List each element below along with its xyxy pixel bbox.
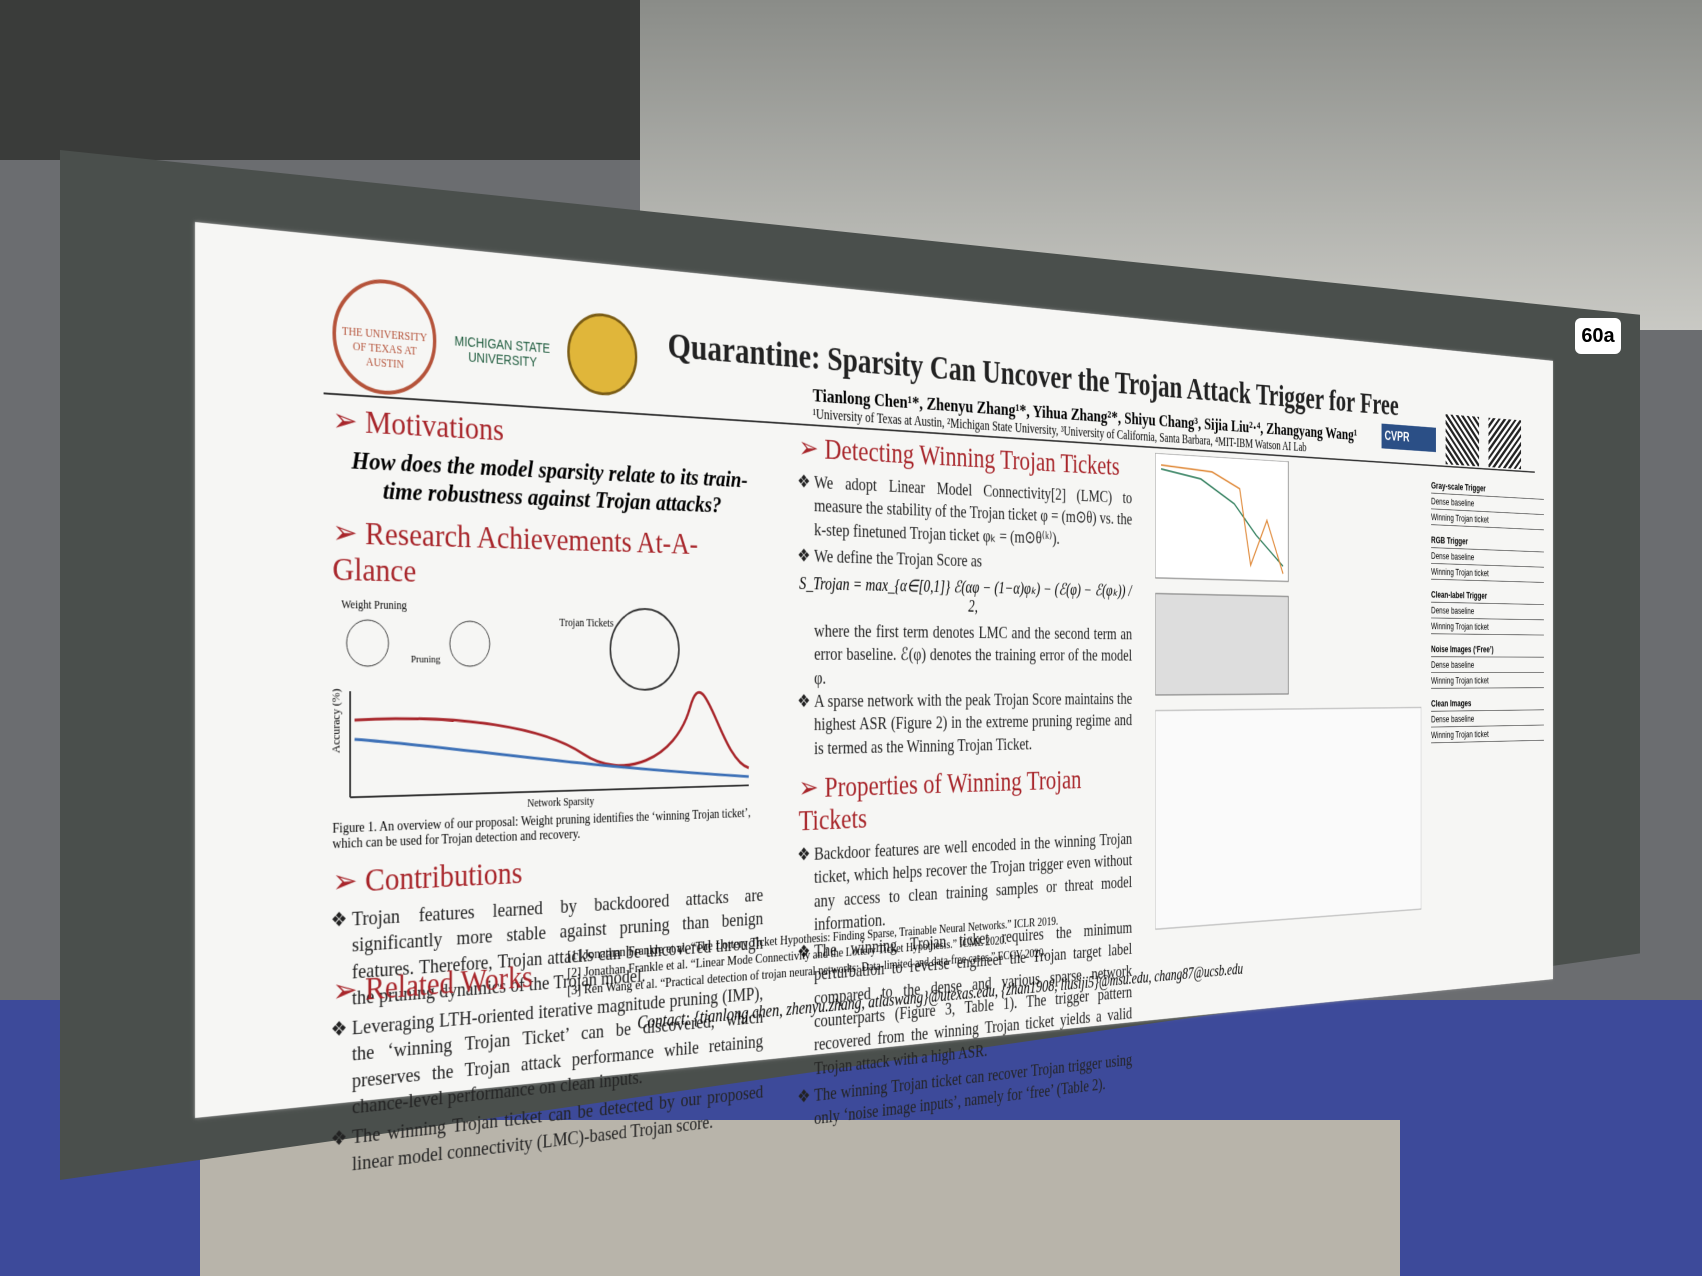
figure-label: Pruning bbox=[411, 654, 441, 666]
contributions-list: Trojan features learned by backdoored at… bbox=[332, 883, 763, 1179]
list-item: We adopt Linear Model Connectivity[2] (L… bbox=[814, 471, 1132, 552]
table-row: Noise Images (‘Free’) bbox=[1431, 641, 1544, 658]
floor bbox=[200, 1120, 1400, 1276]
table-row: Dense baseline bbox=[1431, 602, 1544, 621]
ut-logo: THE UNIVERSITY OF TEXAS AT AUSTIN bbox=[332, 274, 437, 398]
table-row: Winning Trojan ticket bbox=[1431, 672, 1544, 689]
network-icon bbox=[450, 621, 490, 666]
column-left: Motivations How does the model sparsity … bbox=[330, 401, 763, 1184]
figure-label: Trojan Tickets bbox=[559, 617, 614, 630]
axis-title: Accuracy (%) bbox=[332, 688, 342, 753]
cvpr-badge: CVPR bbox=[1381, 423, 1436, 453]
seal-logo bbox=[567, 310, 638, 398]
list-item: A sparse network with the peak Trojan Sc… bbox=[814, 688, 1132, 760]
column-middle: Detecting Winning Trojan Tickets We adop… bbox=[799, 430, 1132, 1136]
figure-1: Weight Pruning Pruning Trojan Tickets Ac… bbox=[330, 598, 763, 810]
table-row: Winning Trojan ticket bbox=[1431, 563, 1544, 583]
network-icon bbox=[347, 620, 389, 666]
heading: Research Achievements At-A-Glance bbox=[332, 513, 763, 597]
figures bbox=[1155, 453, 1421, 941]
qr-code bbox=[1488, 417, 1522, 470]
formula-note: where the first term denotes LMC and the… bbox=[814, 620, 1133, 688]
msu-logo: MICHIGAN STATE UNIVERSITY bbox=[454, 333, 551, 370]
table-row: Winning Trojan ticket bbox=[1431, 618, 1544, 636]
formula: S_Trojan = max_{α∈[0,1]} ℰ(αφ − (1−α)φₖ)… bbox=[799, 574, 1132, 616]
booth-number: 60a bbox=[1575, 318, 1621, 354]
axis-title: Network Sparsity bbox=[527, 795, 594, 809]
network-icon bbox=[610, 608, 679, 689]
bar-charts bbox=[1155, 707, 1421, 929]
poster: THE UNIVERSITY OF TEXAS AT AUSTIN MICHIG… bbox=[195, 222, 1553, 1175]
curve bbox=[355, 692, 749, 778]
tables: Gray-scale Trigger Dense baseline Winning … bbox=[1431, 470, 1544, 744]
figure-label: Weight Pruning bbox=[341, 598, 407, 612]
table-row: Dense baseline bbox=[1431, 657, 1544, 673]
image-grid bbox=[1155, 593, 1288, 695]
figure-panels bbox=[1155, 453, 1421, 937]
detecting-list: We adopt Linear Model Connectivity[2] (L… bbox=[799, 470, 1132, 577]
curve bbox=[355, 733, 749, 788]
detecting-list: A sparse network with the peak Trojan Sc… bbox=[799, 688, 1132, 760]
heading: Properties of Winning Trojan Tickets bbox=[799, 762, 1132, 838]
qr-code bbox=[1445, 414, 1480, 467]
axis bbox=[350, 785, 749, 797]
table-row: Clean Images bbox=[1431, 694, 1544, 712]
table-row: Winning Trojan ticket bbox=[1431, 725, 1544, 744]
